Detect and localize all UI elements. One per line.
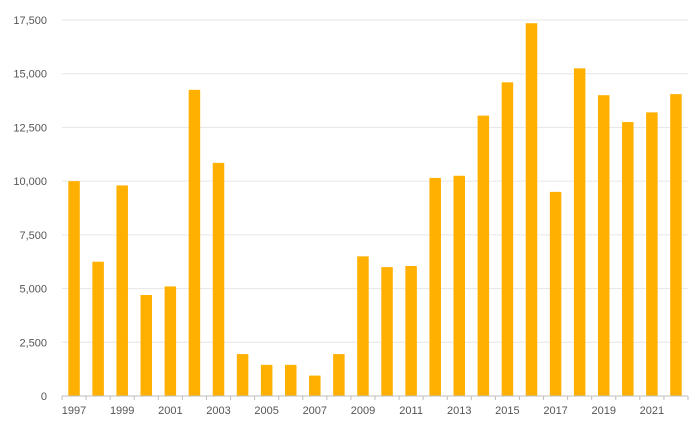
y-tick-label: 17,500 [13, 15, 47, 27]
bar-2011 [405, 266, 417, 396]
gridlines [62, 19, 688, 343]
y-tick-label: 12,500 [13, 122, 47, 134]
y-tick-label: 2,500 [19, 337, 47, 349]
x-tick-label: 1999 [110, 405, 134, 417]
bar-2012 [429, 177, 441, 396]
bar-1999 [116, 185, 128, 396]
x-tick-label: 2009 [351, 405, 375, 417]
bar-2005 [260, 364, 273, 396]
x-tick-label: 2017 [543, 405, 567, 417]
bar-2018 [573, 68, 586, 396]
bar-1998 [92, 261, 104, 396]
bars [68, 23, 682, 397]
bar-2009 [357, 256, 369, 396]
bar-2017 [549, 191, 562, 396]
x-tick-label: 2015 [495, 405, 519, 417]
bar-2015 [501, 82, 514, 397]
x-axis: 1997 1999 2001 2003 2005 2007 2009 2011 2013 2015… [61, 395, 689, 417]
bar-2019 [597, 95, 610, 396]
bar-2013 [453, 175, 466, 396]
bar-2004 [236, 354, 249, 396]
bar-2003 [212, 162, 225, 396]
bar-2007 [309, 375, 321, 396]
bar-2021 [646, 112, 658, 396]
bar-2016 [525, 23, 538, 396]
x-tick-label: 2003 [206, 405, 230, 417]
y-tick-label: 15,000 [13, 69, 47, 81]
y-tick-label: 5,000 [19, 284, 47, 296]
bar-2000 [140, 295, 153, 396]
bar-2020 [622, 122, 634, 397]
bar-2010 [381, 267, 393, 396]
bar-2022 [670, 94, 682, 396]
bar-2002 [188, 89, 201, 396]
x-tick-label: 2001 [158, 405, 182, 417]
x-tick-label: 2005 [254, 405, 278, 417]
x-tick-label: 2011 [399, 405, 423, 417]
x-tick-label: 2019 [591, 405, 615, 417]
bar-2001 [164, 286, 177, 396]
y-tick-label: 7,500 [19, 230, 47, 242]
y-tick-label: 10,000 [13, 176, 47, 188]
y-axis-labels: 0 2,500 5,000 7,500 10,000 12,500 15,000 17,500 [13, 15, 47, 403]
x-tick-label: 2007 [303, 405, 327, 417]
bar-2006 [284, 364, 297, 396]
x-tick-label: 1997 [62, 405, 86, 417]
x-tick-label: 2021 [640, 405, 664, 417]
y-tick-label: 0 [41, 391, 47, 403]
x-tick-label: 2013 [447, 405, 471, 417]
bar-2008 [333, 354, 345, 396]
bar-2014 [477, 115, 490, 397]
bar-1997 [68, 181, 80, 396]
